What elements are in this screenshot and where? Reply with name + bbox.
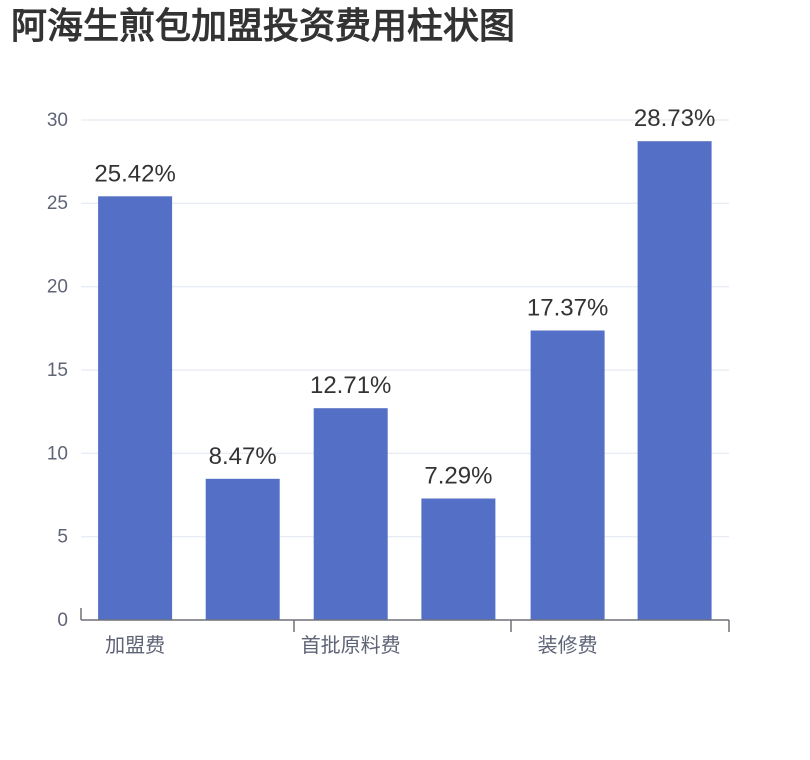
svg-text:5: 5 (57, 527, 68, 548)
svg-text:7.29%: 7.29% (424, 463, 492, 490)
svg-text:25.42%: 25.42% (94, 160, 175, 187)
svg-text:加盟费: 加盟费 (105, 634, 165, 657)
svg-text:首批原料费: 首批原料费 (301, 634, 401, 657)
svg-text:15: 15 (47, 360, 68, 381)
svg-text:0: 0 (57, 610, 68, 631)
svg-text:装修费: 装修费 (538, 634, 598, 657)
svg-text:25: 25 (47, 193, 68, 214)
svg-text:8.47%: 8.47% (209, 443, 277, 470)
svg-text:20: 20 (47, 277, 68, 298)
svg-text:28.73%: 28.73% (634, 105, 715, 132)
svg-text:17.37%: 17.37% (527, 295, 608, 322)
svg-text:12.71%: 12.71% (310, 372, 391, 399)
svg-text:10: 10 (47, 443, 68, 464)
svg-text:30: 30 (47, 110, 68, 131)
